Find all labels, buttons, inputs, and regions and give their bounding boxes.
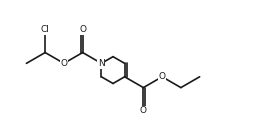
Text: Cl: Cl bbox=[41, 25, 50, 34]
Text: O: O bbox=[159, 72, 166, 81]
Text: N: N bbox=[98, 59, 105, 68]
Text: O: O bbox=[79, 25, 86, 34]
Text: O: O bbox=[140, 106, 147, 115]
Text: O: O bbox=[60, 59, 67, 68]
